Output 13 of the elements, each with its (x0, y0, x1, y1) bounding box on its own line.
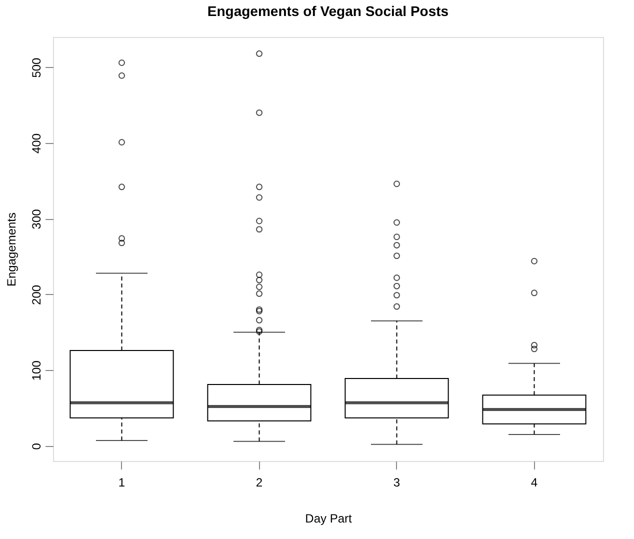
y-tick-label: 100 (30, 360, 44, 381)
y-axis-title: Engagements (4, 212, 18, 287)
y-tick-label: 200 (30, 284, 44, 305)
x-tick-label: 2 (256, 476, 263, 490)
x-tick-label: 3 (393, 476, 400, 490)
x-tick-label: 1 (118, 476, 126, 490)
y-tick-label: 400 (30, 133, 44, 154)
x-axis-title: Day Part (305, 512, 353, 526)
y-tick-label: 300 (30, 208, 44, 230)
chart-title: Engagements of Vegan Social Posts (207, 3, 449, 19)
x-tick-label: 4 (530, 476, 538, 490)
y-tick-label: 500 (30, 57, 44, 78)
y-tick-label: 0 (30, 442, 44, 450)
